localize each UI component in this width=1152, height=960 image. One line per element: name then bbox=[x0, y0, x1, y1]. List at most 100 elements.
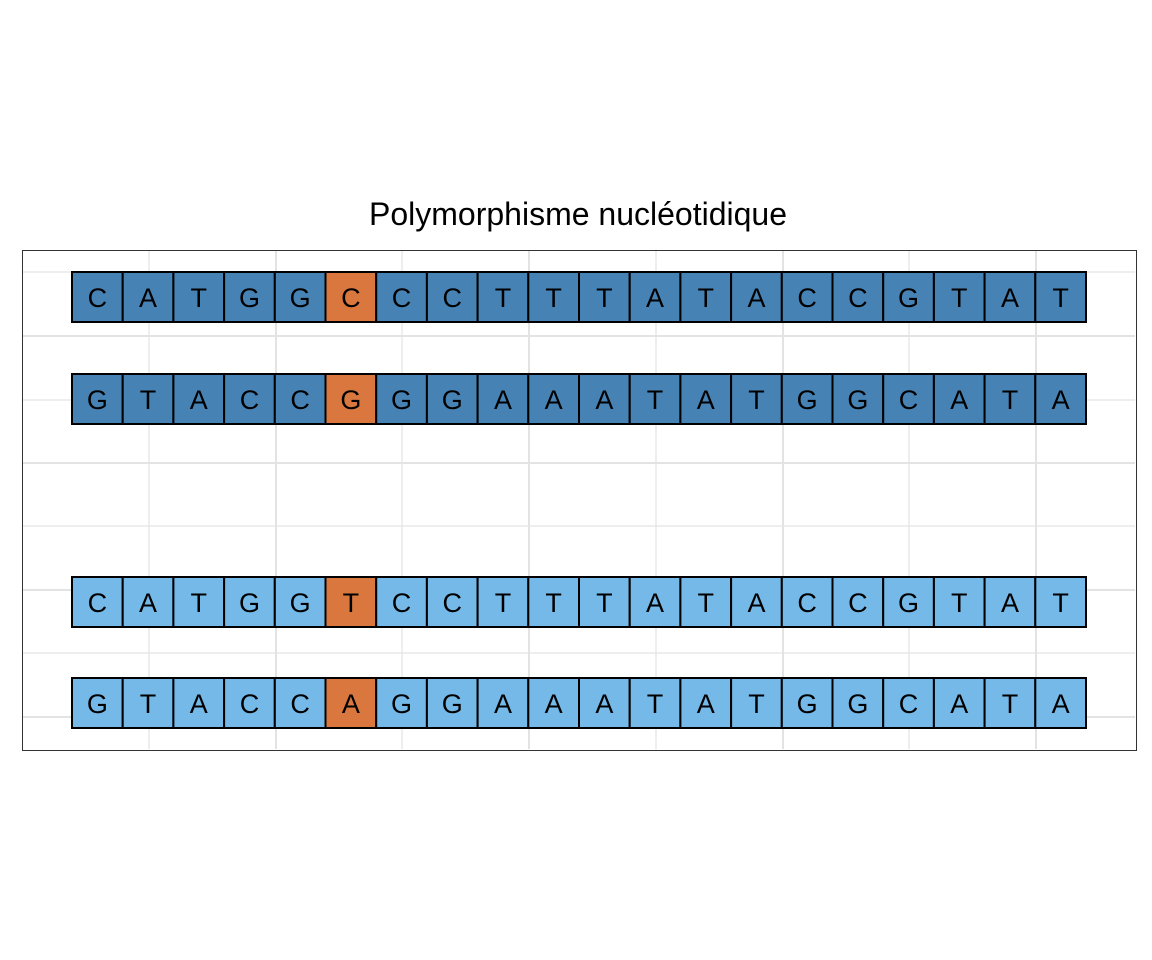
nucleotide-cell bbox=[425, 373, 479, 425]
nucleotide-cell bbox=[932, 373, 986, 425]
nucleotide-cell bbox=[71, 373, 124, 425]
nucleotide-cell bbox=[172, 677, 226, 729]
nucleotide-label: T bbox=[191, 588, 208, 618]
nucleotide-cell bbox=[730, 373, 783, 425]
nucleotide-label: G bbox=[239, 588, 260, 618]
nucleotide-cell bbox=[71, 677, 124, 729]
nucleotide-label: T bbox=[495, 283, 512, 313]
nucleotide-label: T bbox=[1052, 588, 1069, 618]
nucleotide-cell bbox=[882, 576, 935, 628]
nucleotide-label: T bbox=[343, 588, 360, 618]
nucleotide-label: T bbox=[191, 283, 208, 313]
nucleotide-cell bbox=[1034, 373, 1088, 425]
nucleotide-cell bbox=[730, 576, 783, 628]
nucleotide-label: T bbox=[545, 283, 562, 313]
nucleotide-cell bbox=[476, 271, 530, 323]
nucleotide-cell bbox=[273, 576, 327, 628]
diagram-title: Polymorphisme nucléotidique bbox=[369, 196, 787, 232]
nucleotide-cell bbox=[679, 576, 733, 628]
nucleotide-label: G bbox=[391, 385, 412, 415]
nucleotide-label: C bbox=[88, 283, 108, 313]
snp-cell bbox=[324, 677, 378, 729]
nucleotide-label: C bbox=[443, 588, 463, 618]
nucleotide-label: A bbox=[646, 588, 664, 618]
nucleotide-cell bbox=[932, 576, 986, 628]
nucleotide-label: G bbox=[898, 588, 919, 618]
nucleotide-label: C bbox=[88, 588, 108, 618]
nucleotide-label: A bbox=[545, 689, 563, 719]
nucleotide-label: T bbox=[1002, 385, 1019, 415]
nucleotide-cell bbox=[831, 373, 885, 425]
nucleotide-cell bbox=[121, 271, 175, 323]
nucleotide-cell bbox=[1034, 677, 1088, 729]
nucleotide-cell bbox=[831, 677, 885, 729]
nucleotide-cell bbox=[121, 677, 175, 729]
snp-cell bbox=[324, 373, 378, 425]
nucleotide-label: T bbox=[951, 283, 968, 313]
nucleotide-label: C bbox=[290, 689, 310, 719]
nucleotide-label: T bbox=[1002, 689, 1019, 719]
nucleotide-label: T bbox=[748, 689, 765, 719]
nucleotide-cell bbox=[578, 576, 631, 628]
nucleotide-label: A bbox=[595, 689, 613, 719]
nucleotide-cell bbox=[679, 677, 733, 729]
nucleotide-cell bbox=[628, 373, 682, 425]
nucleotide-label: A bbox=[545, 385, 563, 415]
nucleotide-label: T bbox=[140, 385, 157, 415]
nucleotide-label: A bbox=[139, 283, 157, 313]
nucleotide-label: G bbox=[290, 283, 311, 313]
nucleotide-label: T bbox=[596, 283, 613, 313]
nucleotide-cell bbox=[527, 677, 580, 729]
nucleotide-label: C bbox=[848, 588, 868, 618]
nucleotide-label: C bbox=[240, 689, 260, 719]
nucleotide-label: A bbox=[190, 689, 208, 719]
nucleotide-label: C bbox=[899, 385, 919, 415]
dna-strands: C A T G G C C C T T T A T A C C G T A TG T A C C G G G A A A T A T G G C A T A… bbox=[71, 271, 1088, 729]
nucleotide-cell bbox=[527, 576, 580, 628]
nucleotide-cell bbox=[527, 271, 580, 323]
nucleotide-cell bbox=[476, 677, 530, 729]
nucleotide-label: A bbox=[494, 689, 512, 719]
nucleotide-label: C bbox=[443, 283, 463, 313]
nucleotide-label: A bbox=[139, 588, 157, 618]
nucleotide-cell bbox=[273, 271, 327, 323]
nucleotide-label: G bbox=[442, 689, 463, 719]
nucleotide-cell bbox=[730, 271, 783, 323]
nucleotide-cell bbox=[425, 677, 479, 729]
nucleotide-cell bbox=[172, 271, 226, 323]
nucleotide-label: G bbox=[898, 283, 919, 313]
nucleotide-label: G bbox=[290, 588, 311, 618]
nucleotide-label: T bbox=[698, 588, 715, 618]
nucleotide-label: C bbox=[797, 283, 817, 313]
nucleotide-label: C bbox=[392, 283, 412, 313]
nucleotide-cell bbox=[983, 271, 1037, 323]
nucleotide-label: T bbox=[748, 385, 765, 415]
nucleotide-label: C bbox=[240, 385, 260, 415]
nucleotide-cell bbox=[375, 576, 428, 628]
nucleotide-label: G bbox=[442, 385, 463, 415]
background-grid bbox=[23, 251, 1135, 749]
nucleotide-label: C bbox=[392, 588, 412, 618]
nucleotide-label: C bbox=[899, 689, 919, 719]
nucleotide-cell bbox=[831, 271, 885, 323]
nucleotide-label: G bbox=[797, 385, 818, 415]
nucleotide-label: A bbox=[190, 385, 208, 415]
nucleotide-label: T bbox=[698, 283, 715, 313]
nucleotide-cell bbox=[932, 271, 986, 323]
nucleotide-label: A bbox=[1052, 689, 1070, 719]
panel-border bbox=[22, 250, 1137, 751]
nucleotide-label: A bbox=[494, 385, 512, 415]
nucleotide-label: A bbox=[950, 385, 968, 415]
nucleotide-label: A bbox=[1001, 588, 1019, 618]
nucleotide-label: C bbox=[848, 283, 868, 313]
nucleotide-label: A bbox=[1001, 283, 1019, 313]
nucleotide-cell bbox=[71, 271, 124, 323]
nucleotide-label: A bbox=[1052, 385, 1070, 415]
nucleotide-cell bbox=[121, 373, 175, 425]
nucleotide-cell bbox=[375, 373, 428, 425]
snp-cell bbox=[324, 576, 378, 628]
nucleotide-cell bbox=[628, 271, 682, 323]
